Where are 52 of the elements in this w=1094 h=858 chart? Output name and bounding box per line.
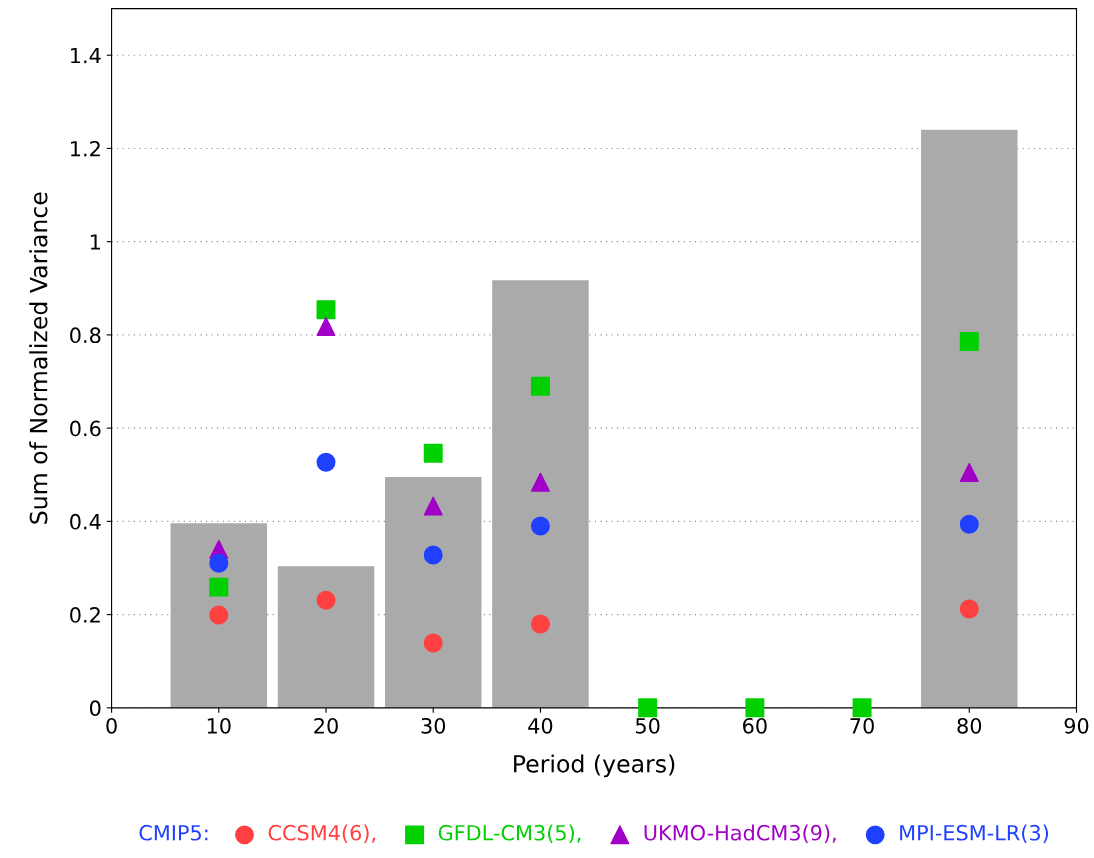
y-tick-label: 1.2 xyxy=(71,140,100,157)
y-tick-label: 0.2 xyxy=(70,607,100,623)
x-axis-title: Period (years) xyxy=(514,754,675,778)
point xyxy=(638,698,658,718)
legend-label: CCSM4(6), xyxy=(268,824,376,844)
y-tick-label: 1 xyxy=(90,234,100,250)
legend-label: GFDL-CM3(5), xyxy=(438,824,581,844)
bar xyxy=(921,129,1018,708)
x-tick-label: 60 xyxy=(743,717,767,734)
point xyxy=(209,577,229,597)
x-tick-label: 40 xyxy=(528,717,553,734)
point xyxy=(209,605,229,625)
point xyxy=(530,516,550,536)
y-tick-label: 0 xyxy=(89,700,101,717)
point xyxy=(530,472,550,492)
point xyxy=(423,545,443,565)
bar xyxy=(384,477,482,708)
point xyxy=(959,462,979,482)
point xyxy=(423,443,443,463)
point xyxy=(959,331,979,351)
point xyxy=(745,698,765,718)
bar xyxy=(170,523,268,708)
legend-label: UKMO-HadCM3(9), xyxy=(644,824,836,844)
x-tick-label: 0 xyxy=(106,717,117,734)
x-tick-label: 50 xyxy=(636,717,660,734)
point xyxy=(959,599,979,619)
bar xyxy=(492,280,589,708)
y-tick-label: 0.6 xyxy=(70,420,101,437)
x-tick-label: 20 xyxy=(314,717,338,734)
point xyxy=(530,376,550,396)
y-tick-label: 0.8 xyxy=(70,327,101,344)
point xyxy=(316,300,336,320)
bar xyxy=(277,566,375,708)
y-axis-title: Sum of Normalized Variance xyxy=(29,192,48,524)
point xyxy=(209,553,229,573)
y-tick-label: 0.4 xyxy=(70,513,101,530)
x-tick-label: 70 xyxy=(850,717,874,734)
y-tick-label: 1.4 xyxy=(71,47,101,64)
legend-label: MPI-ESM-LR(3) xyxy=(900,824,1049,844)
point xyxy=(852,698,872,718)
x-tick-label: 30 xyxy=(421,717,446,734)
point xyxy=(423,496,443,516)
x-tick-label: 90 xyxy=(1064,717,1089,734)
point xyxy=(316,452,336,472)
legend-title: CMIP5: xyxy=(139,824,208,841)
point xyxy=(959,514,979,534)
point xyxy=(316,590,336,610)
point xyxy=(316,317,336,336)
x-tick-label: 80 xyxy=(957,717,982,734)
x-tick-label: 10 xyxy=(207,717,231,734)
point xyxy=(423,633,443,653)
point xyxy=(530,614,550,634)
